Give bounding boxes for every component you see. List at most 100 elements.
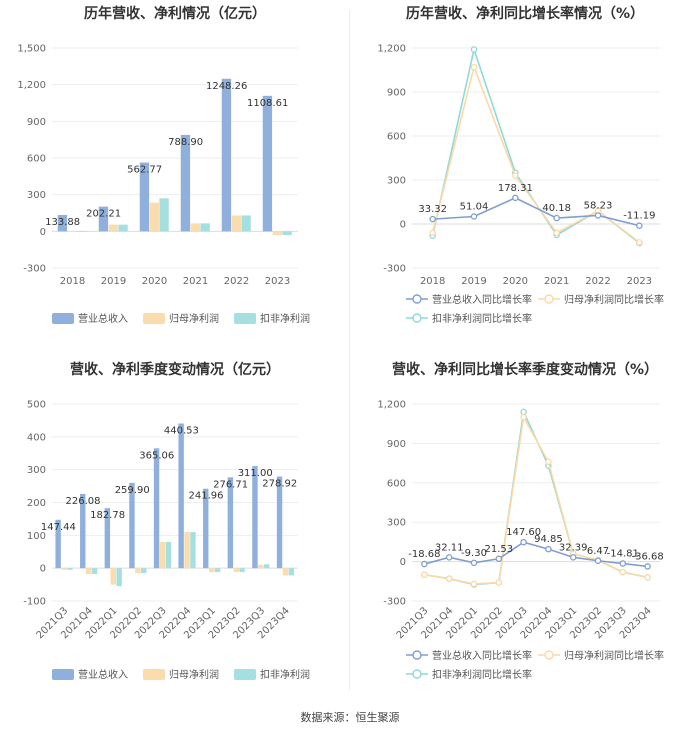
bar (178, 423, 184, 569)
bar (203, 488, 209, 569)
series-line (424, 541, 648, 568)
chart-panel-annual-growth: 历年营收、净利同比增长率情况（%） -300 0 300 600 900 1,200 201… (350, 0, 700, 345)
data-point (520, 413, 527, 421)
data-point (512, 194, 519, 202)
bar (272, 231, 282, 235)
data-point (512, 172, 519, 179)
data-point (429, 229, 436, 237)
data-label: -11.19 (623, 211, 655, 222)
data-label: -18.68 (408, 549, 440, 560)
data-label: 133.88 (45, 217, 80, 228)
bar (241, 215, 251, 232)
legend-label: 归母净利润 (169, 312, 219, 325)
y-tick-label: 0 (40, 227, 46, 238)
data-point (619, 568, 627, 576)
data-label: 311.00 (238, 468, 273, 479)
data-point (495, 555, 503, 563)
data-label: 241.96 (188, 491, 223, 502)
x-tick-label: 2022 (585, 276, 610, 287)
x-tick-label: 2018 (60, 276, 85, 287)
legend-label: 营业总收入同比增长率 (432, 649, 532, 662)
bar (61, 568, 67, 570)
bar (184, 532, 190, 569)
data-point (470, 580, 478, 588)
bar (159, 541, 166, 569)
data-point (470, 63, 478, 71)
y-tick-label: 300 (27, 465, 46, 476)
bar (231, 215, 241, 232)
bar (153, 448, 160, 569)
data-point (569, 554, 577, 561)
data-label: 202.21 (86, 209, 121, 220)
bar (139, 162, 150, 232)
bar (233, 568, 239, 573)
data-label: 21.53 (484, 544, 513, 555)
data-point (644, 563, 651, 570)
x-tick-label: 2023 (265, 276, 290, 287)
bar (129, 482, 135, 569)
y-tick-label: 300 (387, 176, 406, 187)
x-tick-label: 2021 (544, 276, 569, 287)
data-label: 51.04 (460, 202, 489, 213)
x-tick-label: 2020 (503, 276, 528, 287)
bar (110, 568, 116, 585)
data-label: 6.47 (587, 546, 609, 557)
data-label: 1108.61 (247, 98, 288, 109)
chart-panel-annual-revenue: 历年营收、净利情况（亿元） -300 0 300 600 900 1,200 1,500 20… (0, 0, 350, 345)
legend-label: 营业总收入 (78, 668, 128, 681)
quarterly-growth-chart: -30003006009001,2002021Q32021Q42022Q1202… (377, 400, 664, 682)
chart-title: 历年营收、净利情况（亿元） (84, 6, 266, 22)
data-label: 365.06 (139, 450, 174, 461)
bar (200, 223, 210, 232)
y-tick-label: -300 (383, 264, 406, 275)
x-tick-label: 2021 (183, 276, 208, 287)
legend-marker (412, 669, 422, 679)
data-point (594, 557, 602, 565)
y-tick-label: 600 (27, 154, 46, 165)
data-label: 562.77 (127, 165, 162, 176)
data-label: 259.90 (115, 485, 150, 496)
x-tick-label: 2019 (101, 276, 126, 287)
legend-swatch (52, 669, 74, 680)
legend-label: 归母净利润同比增长率 (564, 293, 664, 306)
data-label: 226.08 (65, 496, 100, 507)
data-point (421, 571, 428, 578)
data-label: -14.81 (607, 549, 639, 560)
bar (80, 493, 86, 569)
y-tick-label: 0 (400, 557, 406, 568)
data-label: 278.92 (262, 479, 297, 490)
data-label: -36.68 (631, 551, 663, 562)
bar (282, 568, 289, 576)
data-point (553, 229, 560, 237)
bar (57, 214, 68, 232)
series-line (431, 46, 640, 244)
y-tick-label: 900 (387, 439, 406, 450)
bar (262, 95, 273, 232)
quarterly-revenue-chart: -10001002003004005002021Q32021Q42022Q120… (23, 400, 310, 682)
bar (276, 476, 283, 569)
data-label: 147.44 (41, 522, 76, 533)
data-label: 32.11 (435, 542, 464, 553)
data-label: 94.85 (534, 534, 563, 545)
bar (135, 568, 141, 574)
y-tick-label: 1,200 (377, 44, 406, 55)
bar (77, 231, 87, 232)
series-line (424, 414, 648, 585)
panel-separator (349, 10, 350, 690)
y-tick-label: 600 (387, 132, 406, 143)
y-tick-label: 1,200 (377, 400, 406, 411)
data-label: 1248.26 (206, 81, 247, 92)
bar (108, 224, 118, 232)
y-tick-label: 0 (40, 564, 46, 575)
chart-title: 历年营收、净利同比增长率情况（%） (405, 6, 645, 22)
bar (149, 202, 159, 232)
data-point (470, 46, 478, 53)
chart-title: 营收、净利同比增长率季度变动情况（%） (391, 362, 659, 378)
bar (214, 568, 221, 573)
data-point (636, 239, 643, 246)
annual-revenue-chart: -300 0 300 600 900 1,200 1,500 2018 2019 2020 2021… (17, 44, 310, 326)
y-tick-label: 300 (387, 518, 406, 529)
legend-label: 扣非净利润同比增长率 (432, 312, 532, 325)
data-point (636, 222, 643, 229)
bar (239, 568, 245, 573)
